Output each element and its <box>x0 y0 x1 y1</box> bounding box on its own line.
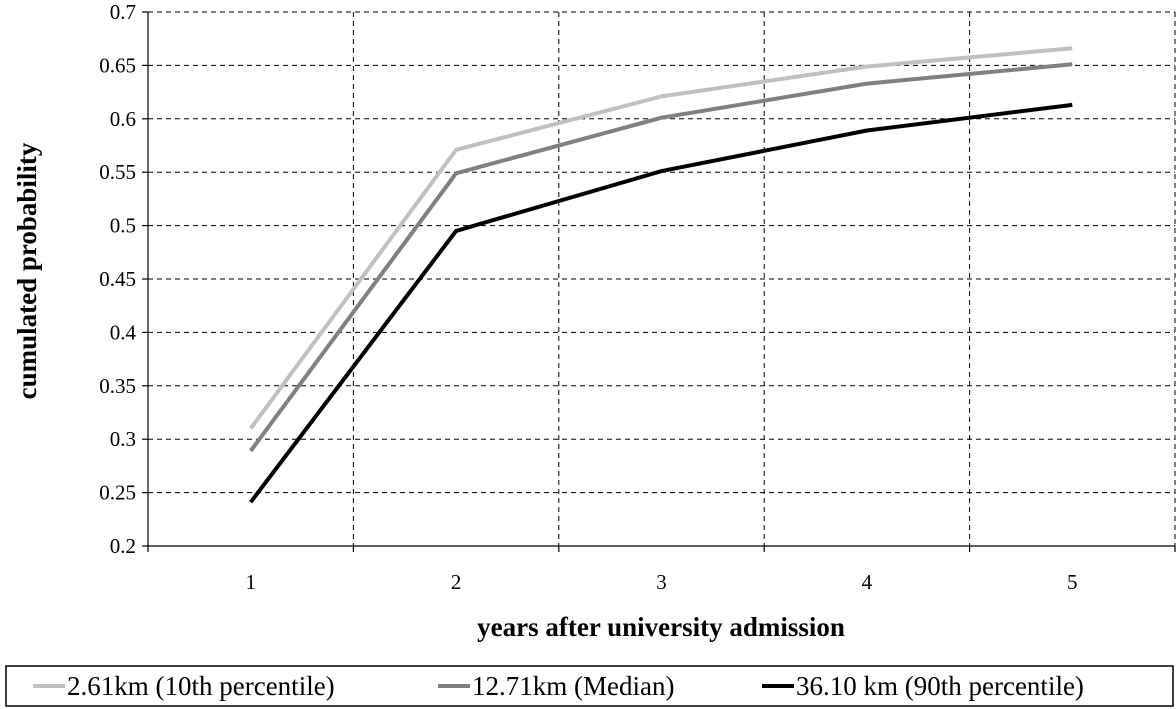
legend-label: 2.61km (10th percentile) <box>67 671 335 701</box>
legend-label: 36.10 km (90th percentile) <box>796 671 1084 701</box>
series-line-2 <box>249 62 1073 453</box>
y-tick-label: 0.5 <box>110 214 136 238</box>
y-tick-label: 0.55 <box>99 160 136 184</box>
legend-items: 2.61km (10th percentile) 12.71km (Median)… <box>33 671 1084 701</box>
y-axis-title: cumulated probability <box>12 142 42 399</box>
x-tick-label: 3 <box>656 570 667 594</box>
y-tick-label: 0.25 <box>99 481 136 505</box>
legend-label: 12.71km (Median) <box>472 671 674 701</box>
gridlines <box>148 11 1176 546</box>
x-tick-labels: 1 2 3 4 5 <box>245 570 1077 594</box>
y-tick-label: 0.7 <box>110 0 136 24</box>
y-tick-label: 0.2 <box>110 534 136 558</box>
x-tick-label: 4 <box>862 570 873 594</box>
y-tick-label: 0.65 <box>99 53 136 77</box>
x-tick-label: 5 <box>1067 570 1078 594</box>
x-tick-label: 2 <box>451 570 462 594</box>
axes <box>142 11 1176 552</box>
y-tick-label: 0.6 <box>110 107 136 131</box>
series-line-1 <box>249 46 1073 430</box>
legend: 2.61km (10th percentile) 12.71km (Median)… <box>5 665 1174 707</box>
x-axis-title: years after university admission <box>477 612 845 642</box>
y-tick-label: 0.35 <box>99 374 136 398</box>
y-tick-labels: 0.2 0.25 0.3 0.35 0.4 0.45 0.5 0.55 0.6 0.65 0.7 <box>99 0 136 558</box>
series-lines <box>249 46 1073 504</box>
y-tick-label: 0.4 <box>110 320 137 344</box>
x-tick-label: 1 <box>245 570 256 594</box>
y-tick-label: 0.45 <box>99 267 136 291</box>
legend-box <box>5 665 1174 707</box>
y-tick-label: 0.3 <box>110 427 136 451</box>
series-line-3 <box>249 102 1073 504</box>
